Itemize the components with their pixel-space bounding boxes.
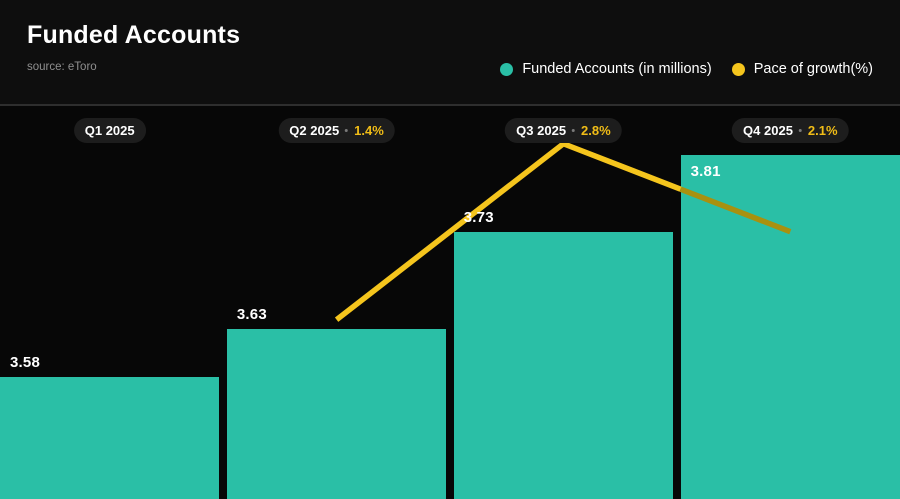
legend: Funded Accounts (in millions) Pace of gro…: [500, 61, 873, 77]
quarter-label: Q4 2025: [743, 123, 793, 138]
bar-q1-2025: [0, 377, 220, 499]
legend-item-1: Pace of growth(%): [731, 61, 873, 77]
bar-value-label-q2-2025: 3.63: [236, 305, 267, 323]
page-title: Funded Accounts: [27, 21, 241, 49]
bar-value-label-q4-2025: 3.81: [690, 163, 721, 181]
quarter-pill-q2-2025: Q2 2025 1.4%: [278, 118, 395, 143]
bar-value-label-q3-2025: 3.73: [463, 209, 494, 227]
teal-dot-icon: [500, 62, 514, 76]
quarter-label: Q2 2025: [289, 123, 340, 138]
bar-q3-2025: [453, 232, 674, 499]
quarter-label: Q3 2025: [516, 123, 567, 138]
growth-percent-label: 1.4%: [354, 123, 384, 138]
dot-separator-icon: [572, 129, 576, 132]
quarter-pill-q4-2025: Q4 2025 2.1%: [732, 118, 849, 143]
quarter-pill-q1-2025: Q1 2025: [73, 118, 146, 143]
source-caption: source: eToro: [27, 61, 97, 73]
dot-separator-icon: [798, 129, 802, 132]
bar-q4-2025: [680, 155, 900, 499]
legend-label: Pace of growth(%): [753, 61, 873, 77]
bar-q2-2025: [226, 328, 447, 499]
growth-percent-label: 2.8%: [581, 123, 611, 138]
dot-separator-icon: [345, 129, 349, 132]
header-divider: [0, 104, 900, 106]
quarter-label: Q1 2025: [84, 123, 135, 138]
legend-item-0: Funded Accounts (in millions): [500, 61, 712, 77]
quarter-pill-q3-2025: Q3 2025 2.8%: [505, 118, 622, 143]
yellow-dot-icon: [731, 62, 745, 76]
growth-percent-label: 2.1%: [807, 123, 838, 138]
bar-value-label-q1-2025: 3.58: [10, 354, 40, 371]
legend-label: Funded Accounts (in millions): [522, 61, 712, 77]
